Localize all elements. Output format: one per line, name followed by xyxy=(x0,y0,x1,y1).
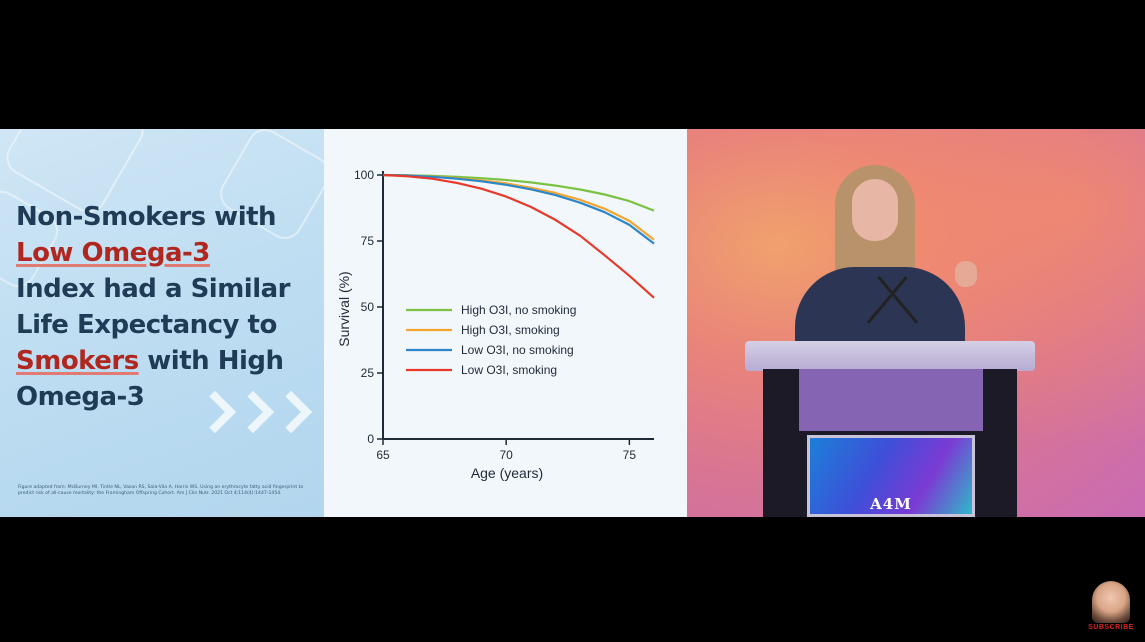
headline-line-4: Life Expectancy to xyxy=(16,310,277,340)
legend-label-2: High O3I, smoking xyxy=(461,323,560,337)
headline-line-5-highlight: Smokers xyxy=(16,346,139,376)
speaker-video-panel: A4M xyxy=(687,129,1145,517)
figure-citation: Figure adapted from: McBurney MI, Tintle… xyxy=(18,485,304,496)
y-tick-label: 0 xyxy=(367,432,374,446)
legend-label-3: Low O3I, no smoking xyxy=(461,343,574,357)
headline-line-1: Non-Smokers with xyxy=(16,202,277,232)
y-tick-label: 25 xyxy=(361,366,375,380)
podium-screen xyxy=(807,435,975,517)
x-tick-label: 75 xyxy=(623,448,637,462)
chart-panel: 0 25 50 75 100 65 70 75 High O3I, no smoking Hig… xyxy=(324,129,687,517)
series-line-3 xyxy=(382,173,655,245)
speaker-face xyxy=(852,179,898,241)
chevron-right-icon xyxy=(269,390,313,434)
headline-line-5-rest: with High xyxy=(138,346,284,376)
podium-glass xyxy=(799,369,983,431)
podium-top xyxy=(745,341,1035,371)
legend-label-1: High O3I, no smoking xyxy=(461,303,576,317)
slide-text-panel: Non-Smokers with Low Omega-3 Index had a… xyxy=(0,129,324,517)
chevron-right-icon xyxy=(231,390,275,434)
y-tick-label: 75 xyxy=(361,234,375,248)
video-frame: Non-Smokers with Low Omega-3 Index had a… xyxy=(0,129,1145,517)
speaker-hand xyxy=(955,261,977,287)
legend-label-4: Low O3I, smoking xyxy=(461,363,557,377)
chart-series xyxy=(382,173,655,299)
headline-line-5: Smokers with High xyxy=(16,343,316,379)
x-tick-label: 65 xyxy=(376,448,390,462)
channel-avatar[interactable] xyxy=(1092,581,1130,623)
subscribe-button[interactable]: SUBSCRIBE xyxy=(1088,624,1134,631)
headline-line-3: Index had a Similar xyxy=(16,274,291,304)
chart-legend: High O3I, no smoking High O3I, smoking Low… xyxy=(406,303,576,377)
y-axis-title: Survival (%) xyxy=(336,271,352,346)
chart-axes: 0 25 50 75 100 65 70 75 xyxy=(354,168,654,462)
y-tick-label: 100 xyxy=(354,168,374,182)
headline-line-6: Omega-3 xyxy=(16,382,145,412)
chevron-right-icon xyxy=(193,390,237,434)
x-tick-label: 70 xyxy=(500,448,514,462)
slide-headline: Non-Smokers with Low Omega-3 Index had a… xyxy=(16,199,316,415)
podium-logo: A4M xyxy=(870,495,912,513)
series-line-1 xyxy=(382,173,655,212)
headline-line-2-highlight: Low Omega-3 xyxy=(16,238,210,268)
chevron-arrows-icon xyxy=(193,390,313,434)
series-line-2 xyxy=(382,173,655,241)
x-axis-title: Age (years) xyxy=(471,465,543,481)
series-line-4 xyxy=(382,173,655,299)
y-tick-label: 50 xyxy=(361,300,375,314)
